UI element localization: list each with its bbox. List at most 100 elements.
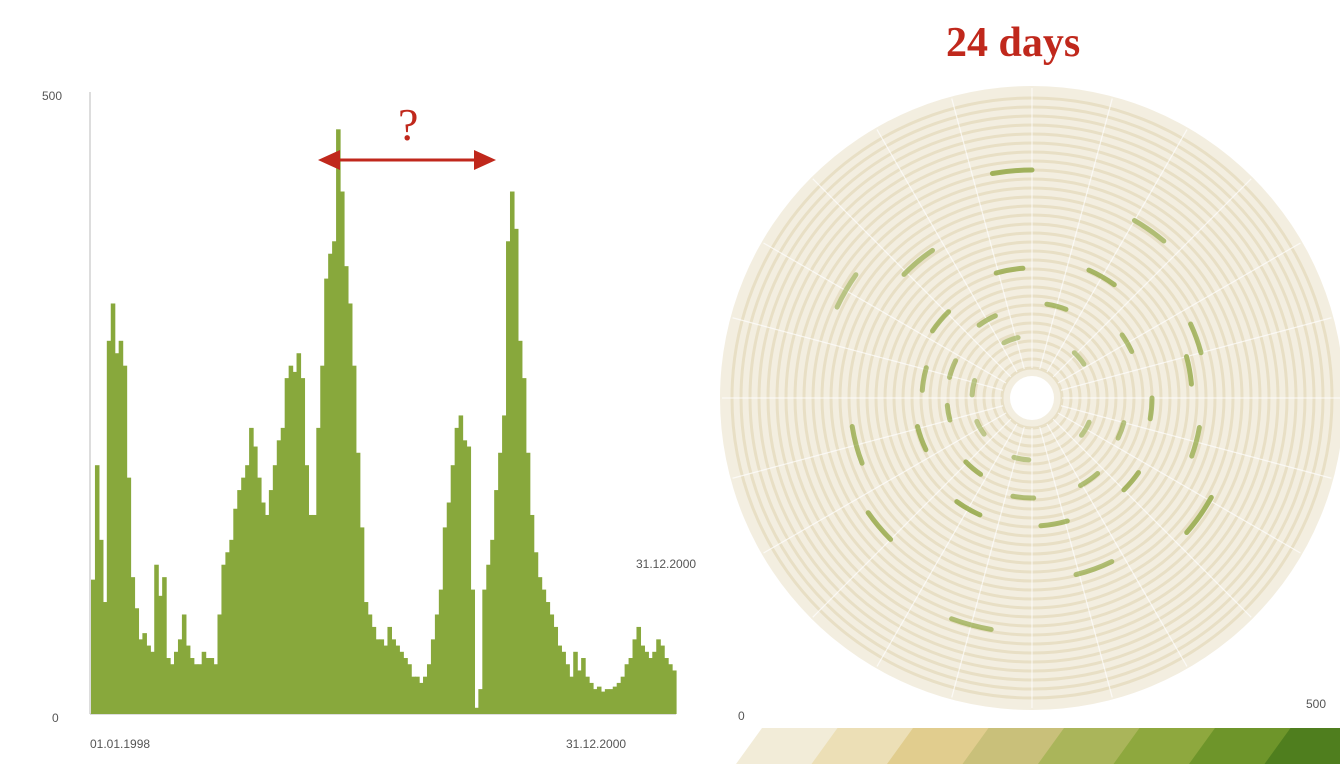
spiral-spoke [1052,178,1252,378]
bar [668,664,673,714]
bar [474,707,479,714]
spiral-mark [1115,420,1127,441]
spiral-mark [976,313,998,328]
bar [304,465,309,714]
bar [652,651,657,714]
legend-stripe [736,728,842,764]
spiral-chart: 24 days 31.12.2000 0 500 [636,20,1340,764]
legend-stripe [811,728,917,764]
bar [284,378,290,714]
bar [656,639,661,714]
spiral-spoke [732,405,1004,479]
spiral-mark [947,358,959,380]
bar [426,664,432,714]
period-question-annotation: ? [318,99,496,170]
bar [189,658,195,714]
arrow-head-right-icon [474,150,496,170]
bar [423,676,428,714]
spiral-mark [1188,321,1204,356]
spiral-mark [919,365,929,393]
bar [636,626,642,714]
bar [320,365,325,714]
bar [268,490,274,714]
bar [98,539,104,714]
bar [355,452,361,714]
bar [581,658,586,714]
bar [154,564,159,714]
bar [328,253,333,714]
bar [296,353,302,714]
bar [553,626,559,714]
y-tick-min: 0 [52,711,59,725]
bar-series [91,129,677,714]
bar [391,639,396,714]
bar [454,427,460,714]
bar [134,608,140,714]
spiral-mark [1038,518,1070,529]
bar [174,651,179,714]
legend-stripe [1189,728,1295,764]
bar [470,589,476,714]
bar [620,676,626,714]
spiral-spoke [951,426,1025,698]
bar [209,658,215,714]
bar [521,378,527,714]
bar [316,427,321,714]
spiral-mark [954,499,983,518]
bar [102,602,108,714]
bar [292,371,298,714]
spiral-mark [930,309,952,334]
bar [419,682,424,714]
legend-stripe [887,728,993,764]
bar [506,241,511,714]
bar [367,614,373,714]
bar [205,658,211,714]
spiral-spokes [722,88,1340,708]
spiral-mark [901,247,935,277]
spiral-mark [1044,301,1069,312]
bar [336,129,341,714]
bar [142,633,147,714]
bar [664,658,669,714]
bar [340,191,345,714]
bar [213,664,219,714]
bar [596,686,602,714]
x-tick-end: 31.12.2000 [566,737,626,751]
bar [217,614,223,714]
legend-min-label: 0 [738,709,745,723]
bar [225,552,230,714]
spiral-spoke [876,423,1018,667]
question-mark: ? [398,99,418,150]
bar [557,645,562,714]
spiral-mark [969,378,978,398]
bar [494,490,499,714]
bar [221,564,226,714]
bar [288,365,294,714]
bar [624,664,630,714]
legend-stripe [1038,728,1144,764]
bar [193,664,199,714]
bar [407,664,412,714]
bar [181,614,187,714]
bar [185,645,191,714]
spiral-spoke [1057,412,1301,554]
bar [565,664,570,714]
spiral-mark [1086,267,1117,288]
bar [363,602,369,714]
bar [233,508,238,714]
spiral-mark [1132,218,1167,244]
spiral-mark [989,167,1035,176]
bar [166,658,171,714]
bar [177,639,183,714]
spiral-marks [834,167,1214,632]
spiral-spoke [951,98,1025,370]
bar [241,477,246,714]
bar [450,465,456,714]
bar [660,645,665,714]
bar [395,645,400,714]
spiral-mark [993,265,1026,276]
bar [561,651,566,714]
bar [486,564,491,714]
bar [347,303,353,714]
